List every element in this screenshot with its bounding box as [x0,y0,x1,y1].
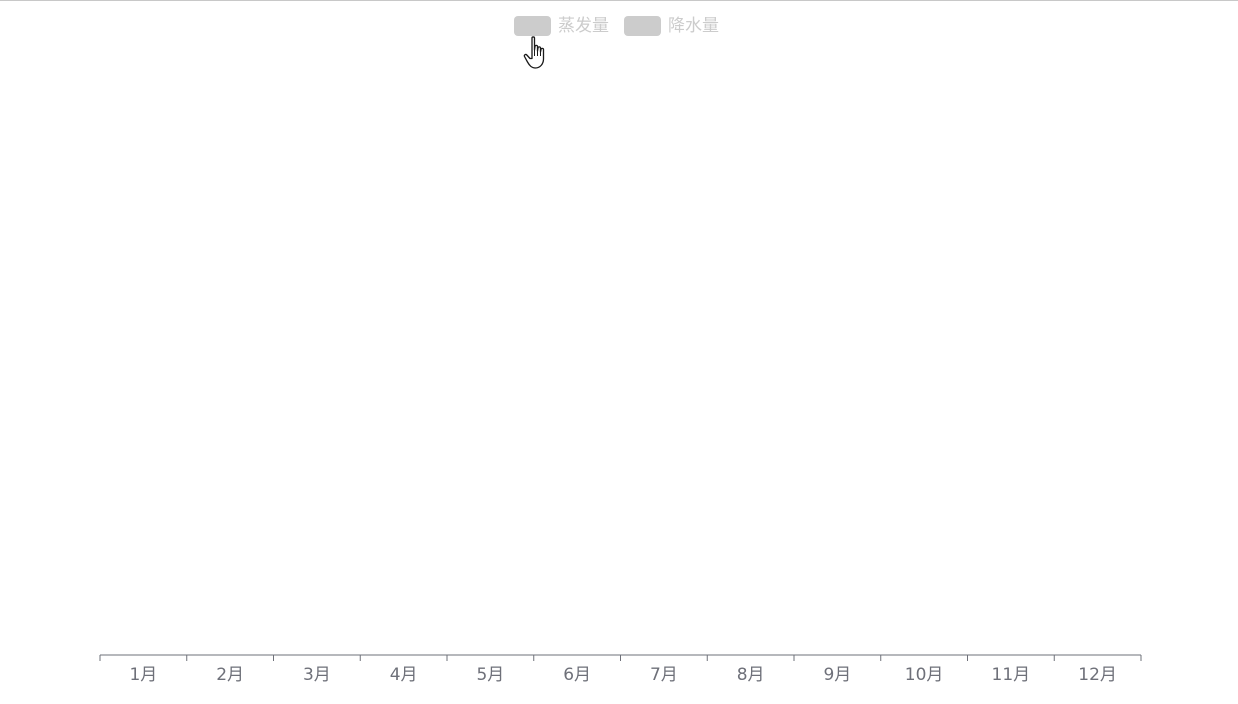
x-tick-label: 6月 [563,665,591,685]
x-axis: 1月 2月 3月 4月 5月 6月 7月 8月 9月 10月 11月 12月 [99,654,1142,685]
legend-item-evaporation[interactable]: 蒸发量 [514,16,609,36]
x-tick-label: 2月 [216,665,244,685]
legend-label-evaporation: 蒸发量 [558,16,609,36]
legend-swatch-precipitation [624,16,661,36]
x-tick-label: 11月 [992,665,1031,685]
x-tick-label: 4月 [390,665,418,685]
x-tick-label: 3月 [303,665,331,685]
x-tick-label: 1月 [129,665,157,685]
hand-pointer-icon [523,36,545,69]
x-tick-label: 7月 [650,665,678,685]
legend-swatch-evaporation [514,16,551,36]
x-tick-label: 5月 [476,665,504,685]
x-tick-label: 10月 [905,665,944,685]
x-tick-label: 8月 [737,665,765,685]
x-tick-label: 12月 [1078,665,1117,685]
chart-legend: 蒸发量 降水量 [514,16,734,36]
top-border [0,0,1238,1]
x-tick-label: 9月 [823,665,851,685]
legend-item-precipitation[interactable]: 降水量 [624,16,719,36]
legend-label-precipitation: 降水量 [668,16,719,36]
